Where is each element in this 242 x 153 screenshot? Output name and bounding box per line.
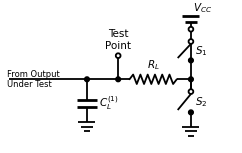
- Circle shape: [189, 110, 193, 115]
- Text: $S_1$: $S_1$: [195, 44, 207, 58]
- Text: From Output
Under Test: From Output Under Test: [7, 70, 59, 89]
- Circle shape: [189, 27, 193, 32]
- Text: Test
Point: Test Point: [105, 29, 131, 51]
- Circle shape: [189, 58, 193, 63]
- Circle shape: [189, 77, 193, 82]
- Text: $S_2$: $S_2$: [195, 95, 207, 109]
- Text: $R_L$: $R_L$: [147, 58, 159, 72]
- Circle shape: [189, 39, 193, 44]
- Text: $C_L^{(1)}$: $C_L^{(1)}$: [99, 94, 119, 112]
- Text: $V_{CC}$: $V_{CC}$: [193, 1, 212, 15]
- Circle shape: [85, 77, 89, 82]
- Circle shape: [116, 77, 121, 82]
- Circle shape: [189, 89, 193, 94]
- Circle shape: [116, 53, 121, 58]
